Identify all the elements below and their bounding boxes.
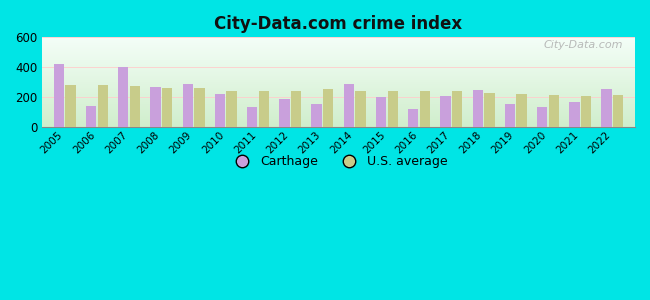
Bar xyxy=(311,104,322,127)
Bar xyxy=(387,91,398,127)
Bar xyxy=(537,107,547,127)
Bar xyxy=(484,93,495,127)
Text: City-Data.com: City-Data.com xyxy=(543,40,623,50)
Title: City-Data.com crime index: City-Data.com crime index xyxy=(214,15,463,33)
Bar xyxy=(473,90,483,127)
Bar xyxy=(344,84,354,127)
Bar xyxy=(98,85,108,127)
Bar xyxy=(376,97,386,127)
Bar xyxy=(601,89,612,127)
Bar xyxy=(569,102,580,127)
Legend: Carthage, U.S. average: Carthage, U.S. average xyxy=(225,150,452,173)
Bar xyxy=(226,91,237,127)
Bar xyxy=(86,106,96,127)
Bar xyxy=(613,95,623,127)
Bar xyxy=(323,89,333,127)
Bar xyxy=(291,91,301,127)
Bar xyxy=(162,88,172,127)
Bar xyxy=(420,91,430,127)
Bar xyxy=(408,109,419,127)
Bar xyxy=(259,91,269,127)
Bar xyxy=(549,95,559,127)
Bar xyxy=(452,91,462,127)
Bar xyxy=(118,67,129,127)
Bar xyxy=(194,88,205,127)
Bar xyxy=(150,87,161,127)
Bar xyxy=(356,91,365,127)
Bar xyxy=(581,96,592,127)
Bar xyxy=(505,104,515,127)
Bar xyxy=(214,94,225,127)
Bar xyxy=(516,94,526,127)
Bar xyxy=(65,85,75,127)
Bar xyxy=(280,99,290,127)
Bar xyxy=(441,96,450,127)
Bar xyxy=(247,107,257,127)
Bar xyxy=(54,64,64,127)
Bar xyxy=(183,84,193,127)
Bar xyxy=(130,86,140,127)
